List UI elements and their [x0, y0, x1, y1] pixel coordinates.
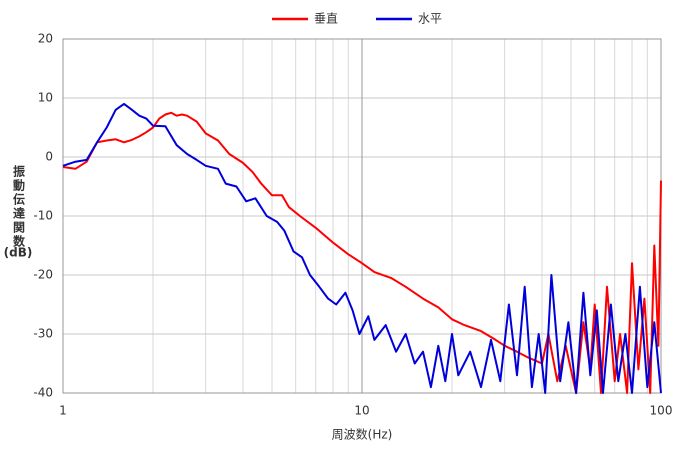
legend-label: 垂直: [314, 12, 338, 26]
x-axis-label: 周波数(Hz): [332, 427, 393, 442]
y-tick-label: -20: [33, 268, 53, 282]
y-tick-label: -10: [33, 209, 53, 223]
series-line: [62, 102, 662, 394]
y-tick-label: -40: [33, 386, 53, 400]
y-axis-unit: (dB): [4, 246, 33, 260]
y-tick-label: -30: [33, 327, 53, 341]
y-axis-label: 振動伝達関数: [12, 164, 26, 249]
y-tick-label: 10: [38, 91, 53, 105]
x-tick-label: 100: [650, 404, 673, 418]
series-line: [62, 111, 662, 394]
y-tick-label: 0: [45, 150, 53, 164]
x-tick-label: 10: [354, 404, 369, 418]
x-tick-label: 1: [59, 404, 67, 418]
legend-label: 水平: [418, 12, 442, 26]
y-tick-label: 20: [38, 32, 53, 46]
